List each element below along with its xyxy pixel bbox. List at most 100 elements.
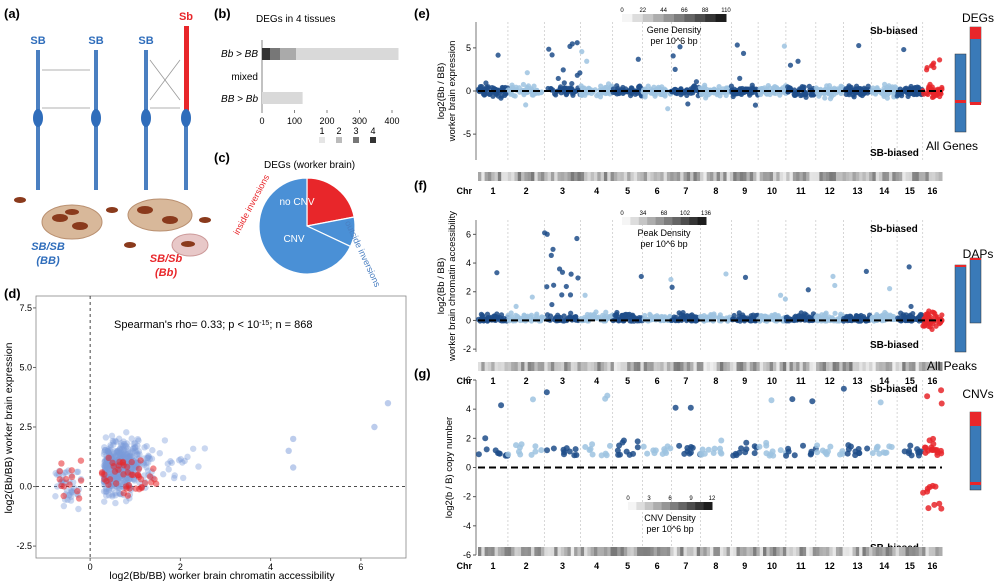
panel-e-chr-label: 7 (683, 186, 688, 196)
panel-g-strip-cell (719, 547, 724, 556)
panel-e-strip-cell (501, 172, 506, 181)
panel-f-chr-label: 3 (560, 376, 565, 386)
panel-e-point (795, 58, 801, 64)
panel-f-strip-cell (623, 362, 628, 371)
panel-g-strip-cell (912, 547, 916, 556)
panel-f-strip-cell (832, 362, 837, 371)
panel-f-strip-cell (888, 362, 893, 371)
panel-e-strip-cell (527, 172, 532, 181)
panel-e-point (781, 43, 787, 49)
panel-g-strip-cell (842, 547, 847, 556)
panel-f-strip-cell (560, 362, 565, 371)
panel-e-strip-cell (882, 172, 887, 181)
panel-g-strip-cell (806, 547, 810, 556)
panel-g-point (877, 399, 884, 406)
d-point (113, 475, 120, 482)
panel-f-strip-cell (912, 362, 916, 371)
panel-f-strip-cell (613, 362, 618, 371)
d-point (140, 461, 148, 468)
d-point (160, 471, 167, 478)
d-point (181, 457, 188, 465)
panel-g-point (544, 447, 551, 454)
panel-g-strip-cell (772, 547, 777, 556)
d-point (130, 445, 137, 452)
d-point-red (66, 481, 73, 488)
panel-g-strip-cell (501, 547, 506, 556)
panel-f-point (485, 317, 491, 323)
d-point (171, 472, 178, 479)
panel-g-strip-cell (796, 547, 800, 556)
d-point (122, 476, 130, 484)
d-point-red (68, 473, 76, 481)
panel-e-density-swatch (715, 14, 727, 22)
panel-f-density-swatch (672, 217, 682, 225)
panel-f-strip-cell (865, 362, 870, 371)
d-point (100, 462, 108, 469)
panel-g-strip-cell (610, 547, 615, 556)
panel-g-strip-cell (481, 547, 486, 556)
panel-g-chr-label: 3 (560, 561, 565, 571)
d-point (122, 450, 129, 457)
panel-f-strip-cell (862, 362, 867, 371)
panel-f-strip-cell (749, 362, 754, 371)
ant-cluster-bb (14, 197, 118, 240)
d-point (145, 452, 152, 459)
panel-f-strip-cell (640, 362, 645, 371)
panel-e-point (734, 42, 740, 48)
panel-e-strip-cell (746, 172, 751, 181)
panel-g-strip-cell (703, 547, 708, 556)
panel-f-strip-cell (809, 362, 814, 371)
d-point-outlier (285, 447, 292, 455)
panel-f-point (736, 310, 742, 316)
panel-e-strip-cell (759, 172, 764, 181)
panel-g-strip-cell (557, 547, 562, 556)
panel-e-point (560, 67, 566, 73)
panel-g-point (505, 451, 512, 458)
panel-g-strip-cell (888, 547, 893, 556)
d-point (103, 463, 111, 471)
panel-g-strip-cell (514, 547, 519, 556)
d-point (117, 440, 125, 447)
panel-g-strip-cell (547, 547, 552, 556)
panel-f-density-swatch (680, 217, 690, 225)
panel-g-strip-cell (630, 547, 635, 556)
panel-g-chr-label: 11 (796, 561, 806, 571)
panel-g-point (676, 442, 683, 449)
d-point (60, 502, 68, 510)
panel-f-point (575, 275, 581, 281)
panel-g-strip-cell (733, 547, 738, 556)
panel-e-strip-cell (839, 172, 844, 181)
panel-f-strip-cell (822, 362, 827, 371)
panel-e-point (555, 75, 561, 82)
panel-e-strip-cell (895, 172, 900, 181)
panel-g-chr-label: 15 (905, 561, 915, 571)
panel-g-strip-cell (872, 547, 877, 556)
d-point (104, 448, 112, 455)
panel-g-point (640, 443, 647, 450)
d-point (102, 434, 110, 441)
panel-g-strip-cell (918, 547, 923, 556)
panel-f-strip-cell (547, 362, 552, 371)
panel-label-g: (g) (414, 366, 431, 381)
d-point-red (109, 459, 116, 467)
panel-e-ytick: -5 (463, 129, 471, 139)
panel-f-point (568, 271, 574, 277)
d-point (127, 453, 134, 460)
panel-e-chr-label: 6 (655, 186, 660, 196)
panel-f-strip-cell (617, 362, 622, 371)
d-point (105, 486, 113, 494)
d-point (165, 466, 172, 473)
panel-g-point (699, 446, 706, 453)
panel-f-point (567, 292, 574, 298)
panel-e-side-sub: All Genes (926, 139, 978, 153)
genotype-bb2-sub: (Bb) (155, 267, 177, 279)
ant-cluster-bb2 (124, 198, 211, 257)
panel-e-strip-cell (710, 172, 714, 181)
panel-g-strip-cell (892, 547, 897, 556)
panel-f-point (638, 273, 644, 280)
panel-f-strip-cell (683, 362, 688, 371)
panel-g-strip-cell (859, 547, 863, 556)
d-point (109, 441, 117, 448)
panel-e-strip-cell (700, 172, 704, 181)
d-point-red (68, 467, 75, 474)
